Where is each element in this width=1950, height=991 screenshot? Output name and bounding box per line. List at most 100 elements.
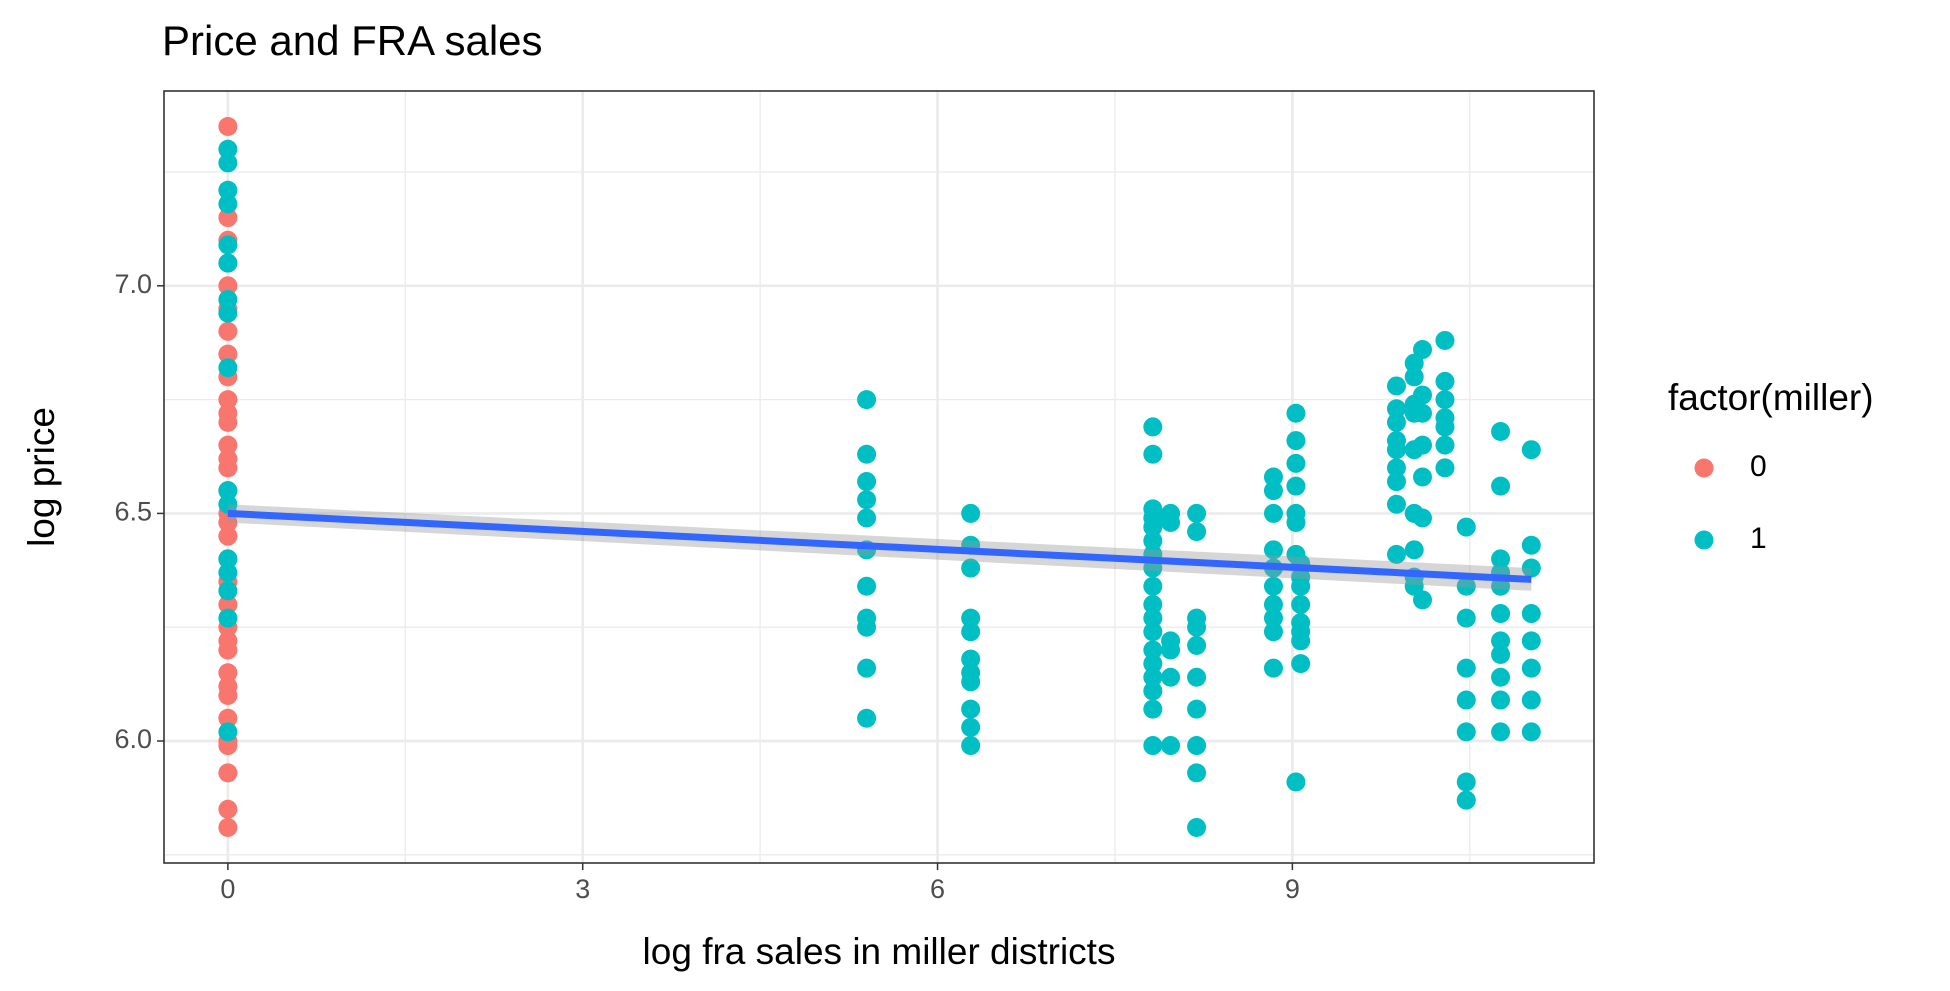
trend-line <box>227 509 1532 583</box>
point <box>218 358 238 378</box>
point <box>1143 594 1163 614</box>
point <box>1491 645 1511 665</box>
point <box>1161 736 1181 756</box>
point <box>1521 558 1541 578</box>
point <box>1491 604 1511 624</box>
point <box>1491 476 1511 496</box>
point <box>1187 617 1207 637</box>
point <box>218 608 238 628</box>
point <box>1521 658 1541 678</box>
point <box>218 708 238 728</box>
point <box>1412 508 1432 528</box>
point <box>1456 690 1476 710</box>
point <box>218 208 238 228</box>
point <box>218 763 238 783</box>
point <box>961 622 981 642</box>
point <box>218 303 238 323</box>
point <box>218 153 238 173</box>
point <box>1291 631 1311 651</box>
point <box>1521 535 1541 555</box>
point <box>1412 435 1432 455</box>
point <box>1263 540 1283 560</box>
point <box>1263 467 1283 487</box>
point <box>1286 513 1306 533</box>
point <box>218 594 238 614</box>
point <box>1263 608 1283 628</box>
point <box>1435 371 1455 391</box>
point <box>1386 494 1406 514</box>
point <box>218 458 238 478</box>
point <box>218 581 238 601</box>
point <box>1386 412 1406 432</box>
point <box>218 139 238 159</box>
point <box>1291 594 1311 614</box>
point <box>218 289 238 309</box>
point <box>1286 453 1306 473</box>
point <box>218 513 238 533</box>
point <box>1435 417 1455 437</box>
point <box>1456 790 1476 810</box>
point <box>1187 667 1207 687</box>
point <box>218 117 238 137</box>
point <box>1491 631 1511 651</box>
point <box>961 608 981 628</box>
point <box>1412 340 1432 360</box>
point <box>218 390 238 410</box>
point <box>1404 353 1424 373</box>
point <box>1435 330 1455 350</box>
point <box>218 817 238 837</box>
point <box>1143 654 1163 674</box>
point <box>961 736 981 756</box>
point <box>961 717 981 737</box>
point <box>1143 417 1163 437</box>
point <box>1412 385 1432 405</box>
point <box>1143 517 1163 537</box>
point <box>1456 517 1476 537</box>
point <box>961 672 981 692</box>
y-tick-label: 6.0 <box>114 724 152 754</box>
point <box>1286 431 1306 451</box>
legend-key <box>1694 458 1714 478</box>
point <box>1143 576 1163 596</box>
point <box>1187 635 1207 655</box>
point <box>218 235 238 255</box>
chart-title: Price and FRA sales <box>162 17 543 64</box>
point <box>1143 622 1163 642</box>
point <box>961 558 981 578</box>
point <box>1263 576 1283 596</box>
point <box>1161 513 1181 533</box>
point <box>1435 458 1455 478</box>
point <box>1187 522 1207 542</box>
point <box>1143 736 1163 756</box>
point <box>1456 608 1476 628</box>
point <box>857 490 877 510</box>
point <box>1187 503 1207 523</box>
point <box>218 435 238 455</box>
x-tick-label: 0 <box>220 874 235 904</box>
point <box>1404 367 1424 387</box>
point <box>1435 435 1455 455</box>
point <box>1412 590 1432 610</box>
point <box>1187 736 1207 756</box>
point <box>218 194 238 214</box>
point <box>218 736 238 756</box>
point <box>1143 608 1163 628</box>
x-tick-label: 9 <box>1285 874 1300 904</box>
point <box>1286 476 1306 496</box>
x-tick-label: 3 <box>575 874 590 904</box>
point <box>857 658 877 678</box>
point <box>218 321 238 341</box>
point <box>1187 817 1207 837</box>
point <box>1161 667 1181 687</box>
point <box>1521 722 1541 742</box>
point <box>218 685 238 705</box>
point <box>1263 481 1283 501</box>
point <box>1386 440 1406 460</box>
point <box>857 390 877 410</box>
plot-background <box>164 91 1594 863</box>
point <box>1386 544 1406 564</box>
legend-label: 1 <box>1750 522 1767 555</box>
point <box>1187 763 1207 783</box>
point <box>1161 640 1181 660</box>
